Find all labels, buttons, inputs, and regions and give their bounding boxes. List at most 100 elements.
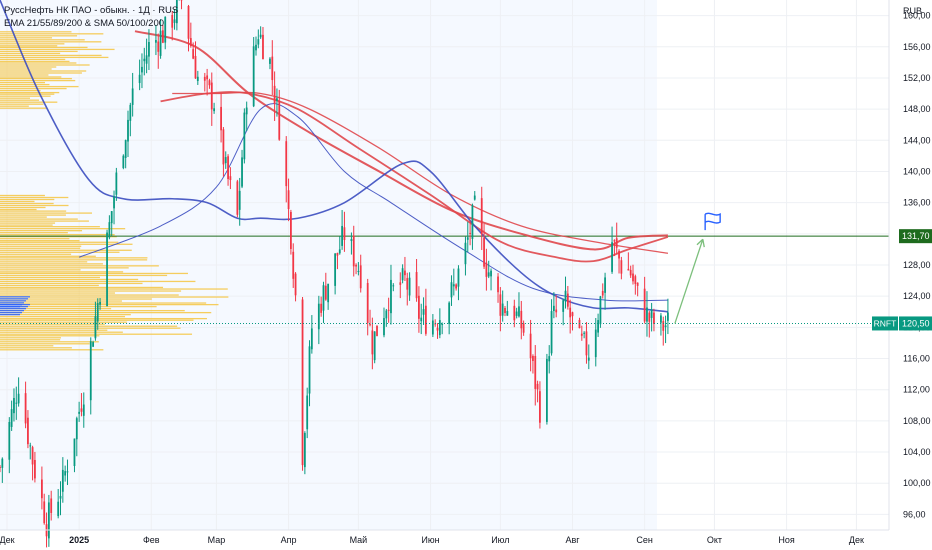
candle-body (10, 409, 13, 427)
candle-body (108, 222, 111, 238)
candle-body (15, 402, 18, 404)
price-badge (899, 229, 932, 244)
candle-body (92, 342, 94, 347)
candle-body (522, 323, 525, 333)
candle-body (24, 393, 27, 424)
volume-profile-bar (0, 243, 133, 245)
candle-body (336, 252, 339, 256)
candle-body (357, 270, 360, 272)
candle-body (17, 393, 20, 404)
candle-body (327, 283, 330, 303)
candle-body (618, 250, 620, 259)
candle-body (422, 309, 425, 315)
candle-body (457, 268, 460, 287)
volume-profile-bar (0, 335, 100, 337)
candle-body (383, 318, 385, 336)
candle-body (597, 320, 599, 333)
volume-profile-bar (0, 341, 99, 343)
volume-profile-bar (0, 37, 53, 39)
candle-body (392, 285, 395, 287)
candle-body (322, 285, 325, 311)
candle-body (78, 411, 81, 414)
candle-body (555, 309, 558, 313)
ticker-badge (872, 316, 898, 331)
candle-body (80, 408, 83, 412)
candle-body (352, 235, 355, 267)
candle-body (155, 40, 157, 43)
volume-profile-bar (0, 339, 61, 341)
volume-profile-bar (0, 70, 87, 72)
volume-profile-bar (0, 337, 61, 339)
candle-body (99, 301, 101, 305)
candle-body (31, 447, 34, 465)
volume-profile-bar (0, 249, 132, 251)
candle-body (110, 211, 113, 224)
candle-body (455, 284, 458, 289)
volume-profile-bar (0, 292, 116, 294)
candle-body (0, 466, 1, 468)
candle-body (350, 239, 353, 242)
candle-body (308, 346, 311, 394)
candle-body (369, 324, 371, 326)
candle-body (466, 237, 469, 240)
candle-body (40, 479, 43, 499)
y-tick-label: 128,00 (903, 260, 931, 270)
candle-body (278, 100, 281, 140)
candle-body (66, 471, 69, 473)
candle-body (504, 307, 506, 314)
candle-body (385, 310, 388, 319)
candle-body (287, 190, 290, 210)
candle-body (399, 282, 402, 285)
candle-body (604, 277, 606, 293)
candle-body (192, 49, 195, 59)
flag-icon[interactable] (704, 212, 721, 231)
price-axis[interactable]: 96,00100,00104,00108,00112,00116,00120,0… (903, 11, 931, 520)
candle-body (129, 104, 132, 121)
candle-body (473, 195, 476, 200)
time-axis[interactable]: Дек 2025 Фев Мар Апр Май Июн Июл Авг Сен Окт Ноя Дек (0, 535, 864, 545)
volume-profile-bar (0, 58, 66, 61)
candle-body (47, 502, 50, 539)
volume-profile-bar (0, 39, 85, 41)
volume-profile-bar (0, 317, 207, 320)
candle-body (75, 418, 78, 440)
candle-body (157, 41, 160, 52)
volume-profile-bar (0, 43, 65, 45)
volume-profile-bar (0, 222, 56, 224)
volume-profile-bar (0, 232, 68, 234)
volume-profile-bar (0, 60, 70, 63)
candle-body (61, 469, 64, 492)
candle-body (515, 311, 518, 316)
projection-arrow[interactable] (674, 238, 705, 324)
candle-body (355, 264, 357, 267)
candle-body (359, 265, 362, 289)
candle-body (145, 55, 148, 64)
volume-profile-poc-bar (0, 313, 20, 316)
chart-legend[interactable]: РуссНефть НК ПАО - обыкн. · 1Д · RUS EMA… (4, 4, 178, 30)
indicators-label[interactable]: EMA 21/55/89/200 & SMA 50/100/200 (4, 18, 165, 29)
candle-body (276, 98, 278, 101)
y-tick-label: 144,00 (903, 135, 931, 145)
candle-body (29, 445, 32, 447)
volume-profile-bar (0, 345, 54, 347)
candle-body (376, 325, 378, 336)
candle-body (310, 328, 313, 350)
candle-body (648, 312, 651, 322)
candles[interactable] (0, 0, 669, 548)
candle-body (627, 268, 630, 271)
candle-body (501, 303, 504, 316)
candle-body (569, 307, 572, 318)
y-tick-label: 96,00 (903, 509, 926, 519)
volume-profile-poc-bar (0, 300, 26, 302)
volume-profile-bar (0, 290, 182, 292)
x-tick-label: Май (350, 535, 368, 545)
chart-title[interactable]: РуссНефть НК ПАО - обыкн. · 1Д · RUS (4, 5, 179, 16)
volume-profile-bar (0, 220, 89, 222)
candle-body (113, 196, 115, 209)
arrow-head (702, 239, 705, 248)
x-tick-label: Июл (491, 535, 509, 545)
volume-profile-bar (0, 241, 119, 243)
volume-profile-bar (0, 245, 82, 247)
candle-body (210, 82, 213, 110)
